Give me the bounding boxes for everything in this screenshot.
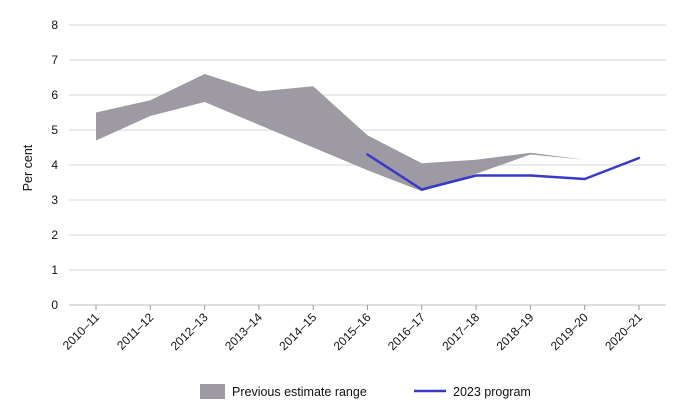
x-tick-label: 2020–21 <box>602 310 645 353</box>
y-tick-label: 8 <box>51 18 58 32</box>
line-series <box>366 153 641 191</box>
program-2023-line <box>366 153 641 191</box>
range-area-series <box>96 74 585 192</box>
legend-swatch-range <box>200 384 225 399</box>
y-tick-label: 7 <box>51 53 58 67</box>
x-tick-label: 2015–16 <box>331 310 374 353</box>
y-tick-label: 2 <box>51 228 58 242</box>
y-tick-label: 5 <box>51 123 58 137</box>
previous-estimate-range-area <box>96 74 585 192</box>
x-tick-label: 2011–12 <box>114 310 157 353</box>
y-tick-label: 4 <box>51 158 58 172</box>
x-tick-label: 2010–11 <box>60 310 103 353</box>
y-axis-title: Per cent <box>21 144 35 191</box>
x-tick-label: 2019–20 <box>548 310 591 353</box>
y-tick-label: 1 <box>51 263 58 277</box>
x-tick-label: 2013–14 <box>222 310 265 353</box>
x-tick-label: 2016–17 <box>385 310 428 353</box>
legend-label-line: 2023 program <box>453 385 531 399</box>
y-axis-ticks: 0 1 2 3 4 5 6 7 8 <box>51 18 58 312</box>
legend: Previous estimate range 2023 program <box>200 384 531 399</box>
x-axis-ticks: 2010–11 2011–12 2012–13 2013–14 2014–15 2015–… <box>60 305 645 353</box>
y-tick-label: 6 <box>51 88 58 102</box>
x-tick-label: 2014–15 <box>276 310 319 353</box>
legend-label-range: Previous estimate range <box>232 385 367 399</box>
y-tick-label: 3 <box>51 193 58 207</box>
x-tick-label: 2012–13 <box>168 310 211 353</box>
x-tick-label: 2017–18 <box>439 310 482 353</box>
y-tick-label: 0 <box>51 298 58 312</box>
x-tick-label: 2018–19 <box>494 310 537 353</box>
